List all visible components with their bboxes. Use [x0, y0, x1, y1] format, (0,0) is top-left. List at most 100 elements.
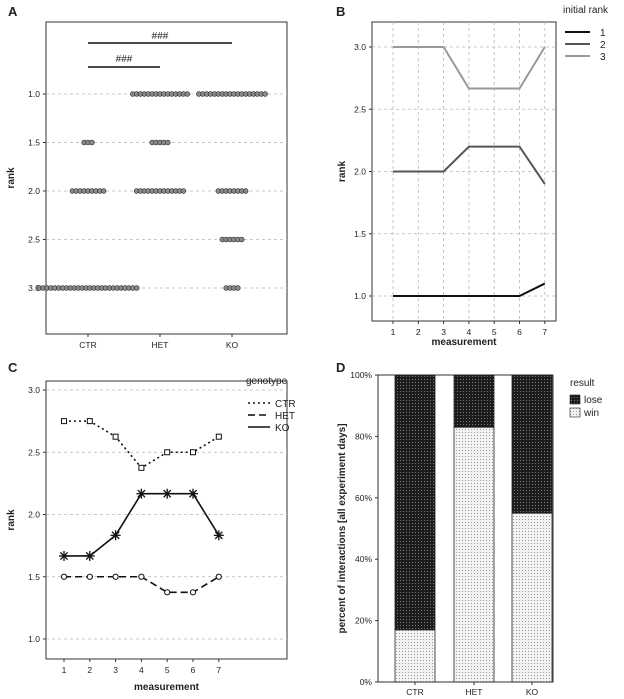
panel-c-ytick-label: 2.5: [28, 447, 40, 457]
panel-a-ytick-label: 3.0: [28, 283, 40, 293]
panel-c-marker-het: [138, 573, 145, 580]
panel-c-ytick-label: 1.0: [28, 634, 40, 644]
panel-b-ytick-label: 1.5: [354, 229, 366, 239]
panel-c-star-stroke: [137, 489, 146, 498]
panel-a-dot: [184, 91, 191, 97]
panel-c-xtick-label: 1: [62, 665, 67, 675]
panel-a-dot: [262, 91, 268, 97]
panel-c-ytick-label: 3.0: [28, 385, 40, 395]
panel-c-xtick-label: 5: [165, 665, 170, 675]
panel-d-bar-lose-het: [453, 374, 495, 428]
panel-d-legend-title: result: [570, 378, 595, 389]
panel-label-d: D: [336, 360, 345, 375]
panel-c-ytick-label: 1.5: [28, 572, 40, 582]
panel-b-xtick-label: 2: [416, 327, 421, 337]
panel-c-marker-het: [60, 573, 68, 580]
panel-c-xtick-label: 2: [87, 665, 92, 675]
panel-c-marker-het: [164, 589, 171, 596]
panel-d-ytick-label: 0%: [360, 677, 373, 687]
panel-b-xlabel: measurement: [431, 337, 497, 348]
panel-b-series-line-3: [393, 46, 546, 90]
panel-label-a: A: [8, 4, 18, 19]
panel-c-marker-ko: [188, 488, 198, 499]
panel-c-xlabel: measurement: [134, 682, 200, 693]
panel-a-dot: [165, 139, 171, 146]
panel-b-legend-label: 3: [600, 52, 606, 63]
panel-c-xtick-label: 6: [191, 665, 196, 675]
panel-c-legend-label: CTR: [275, 399, 296, 410]
panel-c-marker-ko: [136, 488, 147, 499]
panel-b-ylabel: rank: [337, 161, 348, 183]
panel-a-plot-area: [45, 21, 288, 335]
panel-b-series-line-1: [393, 282, 546, 297]
panel-c-xtick-label: 3: [113, 665, 118, 675]
panel-d-xtick-label: HET: [466, 687, 483, 697]
panel-c-ytick-label: 2.0: [28, 510, 40, 520]
panel-b-legend-label: 2: [600, 40, 606, 51]
panel-d-legend-swatch-lose: [569, 394, 581, 405]
panel-d-ytick-label: 100%: [350, 370, 372, 380]
panel-d-ytick-label: 60%: [355, 493, 372, 503]
panel-c-marker-ctr: [112, 433, 119, 440]
panel-b-xtick-label: 1: [391, 327, 396, 337]
panel-b-xtick-label: 7: [542, 327, 547, 337]
panel-label-c: C: [8, 360, 18, 375]
panel-a-xtick-label: HET: [152, 340, 169, 350]
panel-c-legend-title: genotype: [246, 376, 288, 387]
panel-d-legend-swatch-win: [569, 407, 581, 418]
panel-b-ytick-label: 2.0: [354, 167, 366, 177]
panel-c-marker-ko: [213, 530, 224, 541]
panel-c-marker-ko: [110, 530, 121, 541]
panel-a-ytick-label: 1.0: [28, 89, 40, 99]
panel-c-star-stroke: [85, 551, 94, 561]
panel-a-xtick-label: KO: [226, 340, 239, 350]
panel-c-marker-ctr: [86, 418, 93, 425]
panel-c-xtick-label: 7: [216, 665, 221, 675]
panel-d-bar-win-ctr: [394, 629, 436, 683]
panel-c-marker-ctr: [138, 464, 145, 471]
panel-d-bar-lose-ko: [511, 374, 553, 514]
panel-c-legend-label: HET: [275, 411, 295, 422]
panel-b-ytick-label: 2.5: [354, 104, 366, 114]
panel-c-star-stroke: [59, 551, 69, 561]
panel-a-ytick-label: 2.0: [28, 186, 40, 196]
panel-c-star-stroke: [163, 489, 172, 498]
panel-c-marker-ctr: [190, 449, 196, 456]
panel-c-marker-ctr: [164, 449, 171, 456]
panel-a-xtick-label: CTR: [79, 340, 96, 350]
panel-c-marker-ko: [162, 488, 173, 499]
panel-b-legend-title: initial rank: [563, 5, 609, 16]
panel-a-dot: [100, 188, 107, 194]
panel-d-bar-lose-ctr: [394, 374, 436, 631]
panel-b-xtick-label: 4: [467, 327, 472, 337]
panel-label-b: B: [336, 4, 345, 19]
panel-c-marker-het: [215, 573, 222, 580]
panel-d-xtick-label: KO: [526, 687, 539, 697]
panel-b-xtick-label: 6: [517, 327, 522, 337]
panel-d-legend-label-lose: lose: [584, 395, 603, 406]
panel-a-dot: [134, 285, 140, 291]
panel-a-dot: [89, 139, 95, 146]
panel-a-ytick-label: 2.5: [28, 235, 40, 245]
panel-c-marker-het: [86, 573, 93, 580]
panel-d-ylabel: percent of interactions [all experiment …: [337, 423, 348, 633]
panel-b-ytick-label: 3.0: [354, 42, 366, 52]
panel-a-ytick-label: 1.5: [28, 138, 40, 148]
panel-c-star-stroke: [188, 489, 198, 498]
panel-a-dot: [180, 188, 187, 194]
panel-c-marker-het: [189, 589, 197, 596]
panel-d-ytick-label: 40%: [355, 554, 372, 564]
panel-c-plot-area: [45, 380, 288, 660]
panel-c-legend-label: KO: [275, 423, 290, 434]
panel-a-dot: [242, 188, 249, 194]
panel-b-xtick-label: 3: [441, 327, 446, 337]
panel-c-star-stroke: [214, 531, 223, 540]
panel-d-bar-win-ko: [511, 512, 553, 683]
panel-d-legend-label-win: win: [583, 408, 599, 419]
panel-c-star-stroke: [111, 531, 120, 540]
panel-b-ytick-label: 1.0: [354, 291, 366, 301]
panel-d-bar-win-het: [453, 426, 495, 683]
panel-d-ytick-label: 80%: [355, 431, 372, 441]
panel-a-dot: [235, 285, 241, 291]
